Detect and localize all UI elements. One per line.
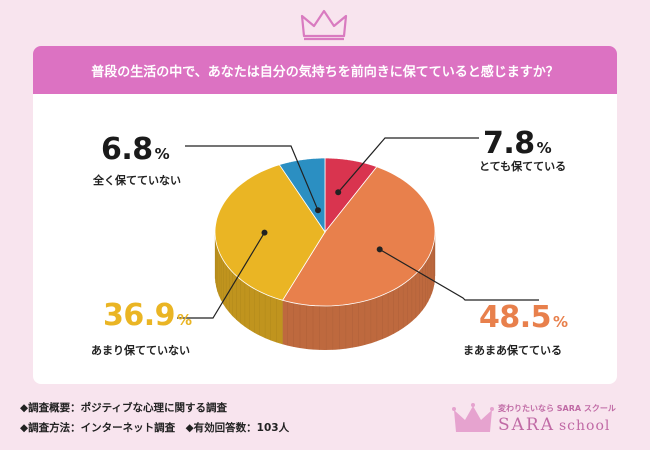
pie-slice-2 (214, 164, 326, 301)
logo-name: SARA school (498, 415, 611, 435)
label-pct-very: 7.8% (483, 126, 552, 161)
label-pct-fairly: 48.5% (479, 300, 569, 335)
label-pct-not-at-all: 6.8% (101, 132, 170, 167)
leader-dot-1 (376, 246, 383, 253)
chart-card: 普段の生活の中で、あなたは自分の気持ちを前向きに保てていると感じますか？ 6.8… (33, 46, 617, 384)
pie-side-1 (282, 232, 435, 350)
leader-line-3 (185, 145, 319, 211)
question-title: 普段の生活の中で、あなたは自分の気持ちを前向きに保てていると感じますか？ (33, 46, 617, 94)
leader-line-2 (177, 232, 266, 319)
pie-chart (177, 137, 539, 350)
pie-side-2 (215, 232, 283, 345)
label-text-very: とても保てている (479, 160, 567, 173)
crown-icon (300, 9, 348, 41)
leader-dot-2 (261, 229, 268, 236)
leader-line-0 (337, 137, 479, 193)
leader-dot-0 (335, 189, 342, 196)
pie-slice-3 (278, 157, 326, 234)
label-text-not-much: あまり保てていない (91, 344, 190, 357)
leader-dot-3 (315, 207, 321, 214)
survey-method: ◆調査方法：インターネット調査 ◆有効回答数：103人 (20, 422, 290, 434)
leader-line-1 (379, 248, 539, 301)
label-pct-not-much: 36.9% (103, 298, 193, 333)
pie-slice-1 (281, 166, 436, 307)
logo-crown-icon (452, 403, 494, 432)
pie-slice-0 (324, 157, 378, 234)
logo-tagline: 変わりたいなら SARA スクール (498, 404, 616, 413)
label-text-fairly: まあまあ保てている (463, 344, 562, 357)
label-text-not-at-all: 全く保てていない (93, 174, 181, 187)
survey-summary: ◆調査概要：ポジティブな心理に関する調査 (20, 402, 227, 414)
